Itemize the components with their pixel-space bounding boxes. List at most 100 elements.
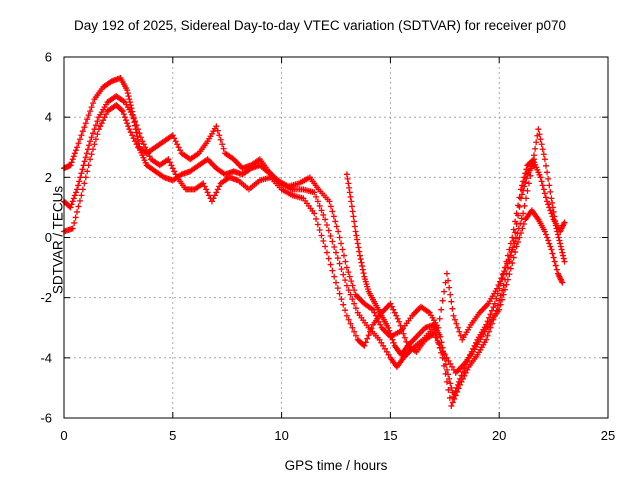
data-point <box>338 266 345 273</box>
data-point <box>97 123 104 130</box>
data-point <box>393 312 400 319</box>
data-point <box>443 270 450 277</box>
x-axis-label: GPS time / hours <box>284 458 388 473</box>
y-tick-label: 4 <box>45 110 52 125</box>
data-point <box>68 159 75 166</box>
data-point <box>487 324 494 331</box>
data-point <box>327 232 334 239</box>
data-point <box>450 312 457 319</box>
data-point <box>515 225 522 232</box>
data-point <box>503 258 510 265</box>
series-track-d <box>343 156 538 400</box>
y-tick-label: -4 <box>40 350 52 365</box>
data-point <box>520 210 527 217</box>
data-point <box>70 153 77 160</box>
data-point <box>561 219 568 226</box>
data-point <box>400 330 407 337</box>
data-point <box>332 218 339 225</box>
data-point <box>385 351 392 358</box>
data-point <box>333 249 339 256</box>
data-point <box>555 234 562 241</box>
data-point <box>331 273 338 280</box>
data-point <box>483 321 490 328</box>
data-point <box>343 282 350 289</box>
data-point <box>353 232 360 239</box>
data-point <box>528 165 535 172</box>
data-point <box>364 335 371 342</box>
data-point <box>519 182 526 189</box>
data-point <box>343 312 350 319</box>
data-point <box>507 240 514 247</box>
data-point <box>488 307 495 314</box>
data-point <box>171 168 178 175</box>
data-point <box>361 342 368 349</box>
data-point <box>516 234 523 241</box>
data-point <box>333 223 340 230</box>
data-point <box>134 126 141 133</box>
data-point <box>545 175 552 182</box>
data-point <box>546 240 553 247</box>
data-point <box>362 339 369 346</box>
data-point <box>329 238 336 245</box>
data-point <box>132 118 139 125</box>
data-point <box>454 381 461 388</box>
data-point <box>544 234 551 241</box>
data-point <box>458 372 465 379</box>
y-tick-label: 0 <box>45 230 52 245</box>
data-point <box>82 154 89 161</box>
data-point <box>552 217 559 224</box>
data-point <box>210 195 217 202</box>
data-point <box>351 300 358 307</box>
data-point <box>387 330 394 337</box>
data-point <box>443 378 450 385</box>
data-point <box>452 387 459 394</box>
data-point <box>560 255 567 262</box>
data-point <box>69 198 76 205</box>
data-point <box>127 99 134 106</box>
data-point <box>346 273 353 280</box>
data-point <box>512 235 519 242</box>
data-point <box>349 282 356 289</box>
data-point <box>214 127 221 134</box>
data-point <box>146 153 153 160</box>
data-point <box>557 243 564 250</box>
data-point <box>166 159 173 166</box>
data-point <box>532 145 539 152</box>
data-point <box>541 156 548 163</box>
y-tick-label: -2 <box>40 290 52 305</box>
data-point <box>342 258 349 265</box>
data-point <box>441 288 448 295</box>
data-point <box>441 355 448 362</box>
data-point <box>343 171 350 178</box>
data-point <box>131 119 138 126</box>
data-point <box>71 219 78 226</box>
data-point <box>550 208 557 215</box>
data-point <box>369 306 376 313</box>
data-point <box>67 162 74 169</box>
data-point <box>331 244 338 251</box>
data-point <box>436 315 443 322</box>
data-point <box>69 225 76 232</box>
data-point <box>360 270 367 277</box>
data-point <box>318 207 325 214</box>
data-point <box>92 122 99 129</box>
data-point <box>76 197 83 204</box>
data-point <box>490 304 497 311</box>
data-point <box>74 186 81 193</box>
data-point <box>320 238 327 245</box>
data-point <box>213 123 220 130</box>
data-point <box>74 144 81 151</box>
data-point <box>352 228 359 235</box>
data-point <box>448 384 455 391</box>
data-point <box>124 90 131 97</box>
data-point <box>461 365 468 372</box>
data-point <box>502 286 509 293</box>
data-point <box>385 324 392 331</box>
data-point <box>94 131 101 138</box>
data-point <box>523 166 530 173</box>
data-point <box>484 318 491 325</box>
data-point <box>78 192 85 199</box>
data-point <box>510 254 517 261</box>
data-point <box>175 144 182 151</box>
